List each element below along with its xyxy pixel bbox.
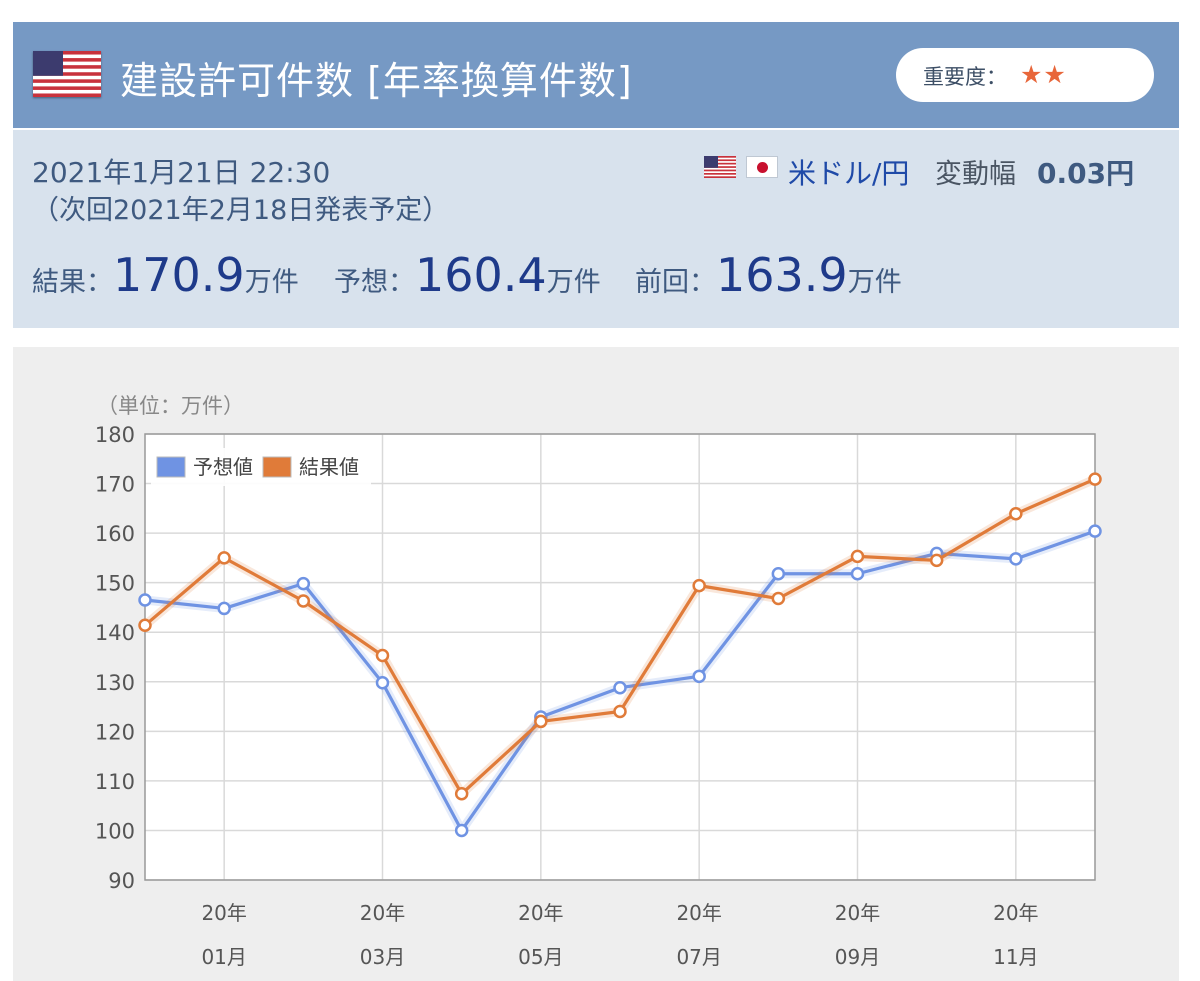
result-point bbox=[771, 591, 786, 606]
forecast-point bbox=[296, 576, 311, 591]
result-point bbox=[1088, 472, 1102, 486]
currency-pair-link[interactable]: 米ドル/円 bbox=[788, 157, 910, 190]
x-tick-year: 20年 bbox=[993, 901, 1038, 925]
x-tick-year: 20年 bbox=[360, 901, 405, 925]
importance-label: 重要度： bbox=[923, 65, 1007, 89]
result-point bbox=[217, 551, 231, 565]
result-unit: 万件 bbox=[244, 267, 299, 298]
result-value: 170.9 bbox=[113, 248, 245, 302]
x-tick-month: 11月 bbox=[993, 945, 1038, 969]
previous-unit: 万件 bbox=[847, 267, 902, 298]
previous-value: 163.9 bbox=[716, 248, 848, 302]
y-tick-label: 100 bbox=[95, 819, 135, 843]
result-point bbox=[138, 618, 152, 633]
x-tick-year: 20年 bbox=[201, 901, 246, 925]
range-label: 変動幅 bbox=[935, 159, 1016, 190]
y-tick-label: 90 bbox=[108, 869, 135, 893]
forecast-point bbox=[771, 566, 786, 581]
previous-stat: 前回：163.9万件 bbox=[635, 248, 902, 302]
y-tick-label: 120 bbox=[95, 720, 135, 744]
x-tick-month: 07月 bbox=[676, 945, 721, 969]
result-point bbox=[613, 704, 627, 719]
forecast-point bbox=[692, 669, 706, 684]
page-title: 建設許可件数 [年率換算件数] bbox=[120, 59, 633, 103]
result-point bbox=[375, 648, 390, 663]
forecast-point bbox=[613, 680, 627, 695]
result-label: 結果： bbox=[32, 267, 113, 298]
jp-flag-small-icon bbox=[746, 156, 778, 178]
unit-label: （単位：万件） bbox=[97, 394, 244, 418]
y-tick-label: 150 bbox=[95, 572, 135, 596]
line-chart: 90 100 110 120 130 140 150 160 170 180 20年 01月 20年 03… bbox=[95, 394, 1102, 969]
release-info-panel: 2021年1月21日 22:30 （次回2021年2月18日発表予定） 米ドル/… bbox=[13, 130, 1179, 328]
y-tick-label: 130 bbox=[95, 671, 135, 695]
x-tick-year: 20年 bbox=[676, 901, 721, 925]
forecast-point bbox=[454, 823, 469, 838]
result-point bbox=[692, 578, 706, 593]
legend-box bbox=[151, 448, 371, 486]
range-value: 0.03円 bbox=[1037, 157, 1135, 190]
x-tick-year: 20年 bbox=[835, 901, 880, 925]
release-datetime: 2021年1月21日 22:30 bbox=[32, 156, 331, 189]
result-point bbox=[296, 594, 311, 608]
plot-area bbox=[145, 434, 1095, 880]
y-tick-label: 170 bbox=[95, 473, 135, 497]
y-tick-label: 160 bbox=[95, 522, 135, 546]
x-tick-month: 03月 bbox=[360, 945, 405, 969]
us-flag-small-icon bbox=[704, 156, 736, 178]
y-tick-label: 180 bbox=[95, 423, 135, 447]
forecast-point bbox=[217, 601, 231, 616]
forecast-point bbox=[1088, 524, 1102, 538]
forecast-stat: 予想：160.4万件 bbox=[334, 248, 601, 302]
forecast-legend-swatch-icon bbox=[156, 456, 186, 478]
result-point bbox=[929, 553, 944, 568]
forecast-value: 160.4 bbox=[415, 248, 547, 302]
result-legend-label: 結果値 bbox=[299, 455, 359, 479]
indicator-header: 建設許可件数 [年率換算件数] 重要度： ★★ bbox=[13, 22, 1179, 128]
forecast-point bbox=[1009, 552, 1023, 566]
result-point bbox=[454, 787, 469, 801]
forecast-label: 予想： bbox=[334, 267, 415, 298]
result-point bbox=[1009, 507, 1023, 521]
x-tick-month: 05月 bbox=[518, 945, 563, 969]
result-stat: 結果：170.9万件 bbox=[32, 248, 299, 302]
importance-badge: 重要度： ★★ bbox=[896, 48, 1154, 102]
previous-label: 前回： bbox=[635, 267, 716, 298]
result-point bbox=[534, 714, 548, 729]
importance-stars-icon: ★★ bbox=[1020, 60, 1067, 89]
forecast-legend-label: 予想値 bbox=[193, 455, 253, 479]
forecast-unit: 万件 bbox=[546, 267, 601, 298]
forecast-point bbox=[138, 593, 152, 607]
y-tick-label: 110 bbox=[95, 770, 135, 794]
plot-border bbox=[144, 433, 1096, 881]
us-flag-icon bbox=[33, 51, 101, 97]
forecast-point bbox=[850, 566, 865, 581]
y-tick-label: 140 bbox=[95, 621, 135, 645]
result-point bbox=[850, 549, 865, 564]
forecast-point bbox=[375, 676, 390, 690]
x-tick-month: 09月 bbox=[835, 945, 880, 969]
chart-panel: 90 100 110 120 130 140 150 160 170 180 20年 01月 20年 03… bbox=[13, 347, 1179, 981]
x-tick-month: 01月 bbox=[201, 945, 246, 969]
result-legend-swatch-icon bbox=[262, 456, 292, 478]
x-tick-year: 20年 bbox=[518, 901, 563, 925]
next-release-date: （次回2021年2月18日発表予定） bbox=[32, 195, 450, 226]
